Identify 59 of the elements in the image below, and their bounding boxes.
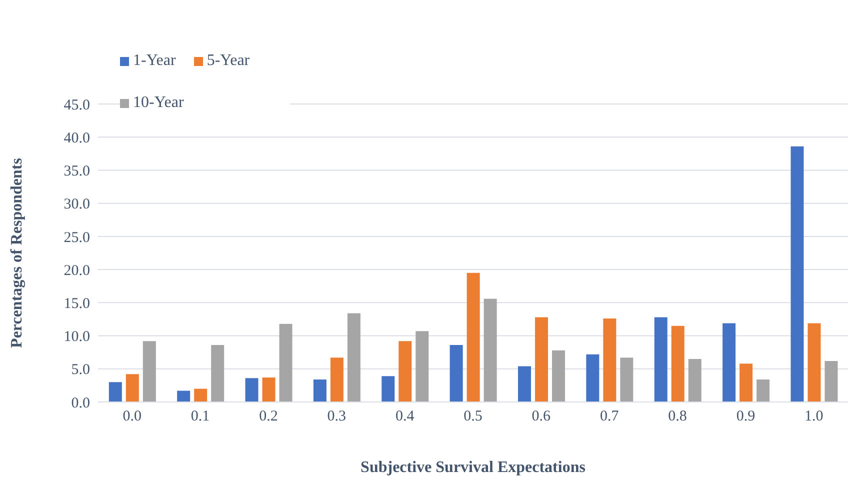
bar (671, 326, 684, 402)
legend-label: 5-Year (206, 52, 250, 70)
legend-label: 10-Year (133, 94, 184, 112)
y-tick-label: 35.0 (64, 164, 90, 180)
bar (126, 374, 139, 402)
bar (756, 379, 770, 402)
bar (262, 378, 276, 402)
bar (688, 358, 702, 402)
x-tick-label: 0.2 (259, 408, 278, 425)
x-axis-title: Subjective Survival Expectations (360, 459, 586, 476)
x-tick-label: 0.0 (122, 408, 142, 425)
y-tick-label: 25.0 (64, 230, 90, 246)
bar (535, 317, 548, 402)
bar (177, 390, 190, 402)
bar (484, 298, 497, 402)
x-tick-label: 0.3 (327, 408, 346, 425)
x-tick-label: 0.8 (668, 408, 687, 425)
bar (313, 379, 326, 402)
y-tick-label: 10.0 (64, 329, 90, 346)
bar (194, 388, 208, 402)
bar (654, 317, 668, 402)
bar (330, 358, 344, 402)
bar (552, 350, 565, 402)
bar (398, 341, 412, 402)
bar (416, 331, 429, 402)
bar (108, 382, 122, 402)
legend-label: 1-Year (133, 52, 176, 70)
bar (603, 318, 616, 402)
y-tick-label: 40.0 (64, 130, 90, 146)
bar (142, 341, 156, 402)
bar (824, 360, 838, 402)
bar (450, 345, 463, 402)
y-tick-label: 30.0 (64, 196, 90, 213)
y-axis-title: Percentages of Respondents (8, 158, 26, 348)
bar (808, 323, 821, 402)
x-tick-label: 0.6 (532, 408, 552, 425)
bar (279, 324, 292, 402)
bar (347, 313, 360, 402)
x-tick-label: 0.9 (736, 408, 756, 425)
bar (722, 323, 736, 402)
bar (382, 376, 395, 402)
bar (466, 272, 480, 402)
bar (790, 146, 804, 402)
y-tick-label: 5.0 (71, 362, 90, 378)
x-tick-label: 1.0 (804, 408, 824, 425)
bar (518, 366, 531, 402)
bar (740, 364, 753, 402)
x-tick-label: 0.7 (600, 408, 620, 425)
bar (245, 378, 258, 402)
y-tick-label: 20.0 (64, 262, 90, 279)
bar (586, 354, 600, 402)
y-tick-label: 15.0 (64, 296, 90, 312)
y-tick-label: 45.0 (64, 97, 90, 114)
bar (620, 358, 634, 402)
bar (211, 345, 224, 402)
x-tick-label: 0.4 (395, 408, 415, 425)
x-tick-label: 0.1 (190, 408, 210, 425)
y-tick-label: 0.0 (71, 395, 90, 412)
x-tick-label: 0.5 (464, 408, 482, 425)
